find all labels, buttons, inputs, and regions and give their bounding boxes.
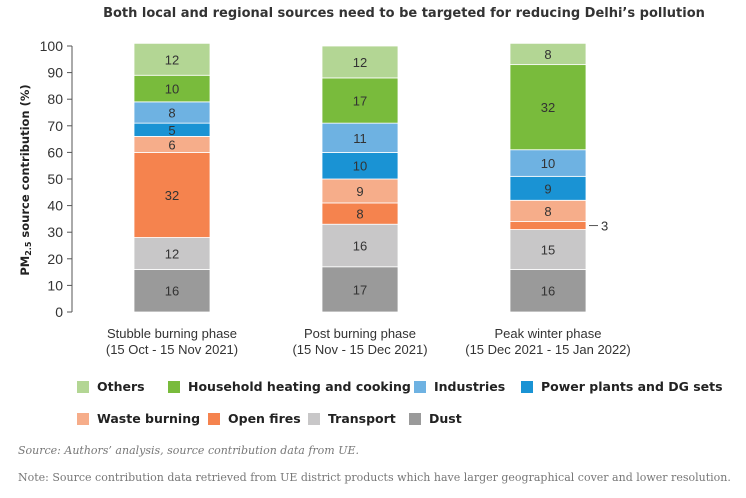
- x-axis: Stubble burning phase(15 Oct - 15 Nov 20…: [106, 326, 631, 357]
- bar-value-label: 10: [541, 156, 555, 171]
- bar-value-label: 17: [353, 282, 367, 297]
- bar-segment: [133, 42, 211, 76]
- legend-item: Household heating and cooking: [168, 379, 411, 394]
- legend-label: Power plants and DG sets: [541, 379, 723, 394]
- bar-value-label: 16: [165, 284, 179, 299]
- bar-value-label: 12: [353, 55, 367, 70]
- bar-segment: [321, 223, 399, 268]
- bar-segment: [509, 42, 587, 66]
- bar-value-label: 8: [544, 47, 551, 62]
- legend-label: Others: [97, 379, 145, 394]
- bar-segment: [509, 269, 587, 313]
- y-tick-label: 0: [55, 304, 63, 320]
- legend-swatch: [414, 380, 426, 393]
- legend-swatch: [308, 412, 320, 425]
- y-tick-label: 80: [47, 91, 63, 107]
- bar-segment: [509, 149, 587, 177]
- y-tick-label: 20: [47, 251, 63, 267]
- x-tick-label: Stubble burning phase: [107, 326, 237, 341]
- bar-value-label: 9: [356, 184, 363, 199]
- legend-swatch: [521, 380, 533, 393]
- legend-swatch: [77, 380, 89, 393]
- legend-swatch: [168, 380, 180, 393]
- x-tick-sublabel: (15 Oct - 15 Nov 2021): [106, 342, 238, 357]
- bar-value-label: 8: [544, 204, 551, 219]
- y-tick-label: 60: [47, 144, 63, 160]
- bar-value-label: 15: [541, 242, 555, 257]
- bar-segment: [509, 229, 587, 270]
- bar-value-label: 17: [353, 94, 367, 109]
- y-tick-label: 30: [47, 224, 63, 240]
- legend-swatch: [77, 412, 89, 425]
- bar-value-label: 6: [168, 137, 175, 152]
- y-tick-label: 40: [47, 198, 63, 214]
- source-note: Source: Authors’ analysis, source contri…: [18, 444, 360, 457]
- legend-label: Dust: [429, 411, 462, 426]
- legend-item: Open fires: [208, 411, 301, 426]
- bar-segment: [321, 45, 399, 79]
- y-tick-label: 90: [47, 65, 63, 81]
- y-tick-label: 70: [47, 118, 63, 134]
- legend-item: Waste burning: [77, 411, 200, 426]
- data-note: Note: Source contribution data retrieved…: [18, 471, 731, 484]
- bar-segment: [509, 64, 587, 151]
- legend-label: Waste burning: [97, 411, 201, 426]
- x-tick-label: Post burning phase: [304, 326, 416, 341]
- bar-value-label: 10: [165, 82, 179, 97]
- bar-value-label: 11: [353, 131, 367, 146]
- chart-title: Both local and regional sources need to …: [103, 6, 705, 21]
- y-tick-label: 50: [47, 171, 63, 187]
- legend-swatch: [409, 412, 421, 425]
- legend-item: Dust: [409, 411, 462, 426]
- bar-segment: [509, 221, 587, 230]
- bar-value-label: 32: [165, 188, 179, 203]
- bar-segment: [321, 151, 399, 180]
- bar-value-label: 8: [356, 207, 363, 222]
- x-tick-sublabel: (15 Dec 2021 - 15 Jan 2022): [465, 342, 631, 357]
- y-tick-label: 10: [47, 277, 63, 293]
- y-tick-label: 100: [40, 38, 64, 54]
- bar-segment: [321, 122, 399, 153]
- legend-label: Industries: [434, 379, 506, 394]
- bar-segment: [321, 266, 399, 313]
- legend-swatch: [208, 412, 220, 425]
- bar-segment: [133, 269, 211, 313]
- y-axis-label: PM2.5 source contribution (%): [18, 84, 33, 275]
- x-tick-sublabel: (15 Nov - 15 Dec 2021): [292, 342, 427, 357]
- bar-value-label: 16: [541, 284, 555, 299]
- bar-value-label: 12: [165, 246, 179, 261]
- bar-value-label: 3: [601, 219, 608, 234]
- y-axis: 0 10 20 30 40 50 60 70 80 90 100: [40, 38, 73, 320]
- bar-value-label: 9: [544, 181, 551, 196]
- legend-item: Transport: [308, 411, 396, 426]
- legend-label: Transport: [328, 411, 396, 426]
- bar-value-label: 8: [168, 106, 175, 121]
- legend-item: Others: [77, 379, 145, 394]
- bars: 16 12 32 65 8 10 12 17 16 8 9 10 11 17 12 16 15 3 8 9 10 32 8: [133, 42, 608, 313]
- chart: Both local and regional sources need to …: [18, 6, 705, 357]
- legend-item: Power plants and DG sets: [521, 379, 723, 394]
- bar-value-label: 16: [353, 239, 367, 254]
- bar-value-label: 10: [353, 159, 367, 174]
- bar-value-label: 5: [168, 123, 175, 138]
- legend-item: Industries: [414, 379, 505, 394]
- bar-segment: [321, 77, 399, 124]
- legend-label: Household heating and cooking: [188, 379, 411, 394]
- bar-value-label: 32: [541, 100, 555, 115]
- bar-value-label: 12: [165, 52, 179, 67]
- x-tick-label: Peak winter phase: [495, 326, 602, 341]
- legend-label: Open fires: [228, 411, 301, 426]
